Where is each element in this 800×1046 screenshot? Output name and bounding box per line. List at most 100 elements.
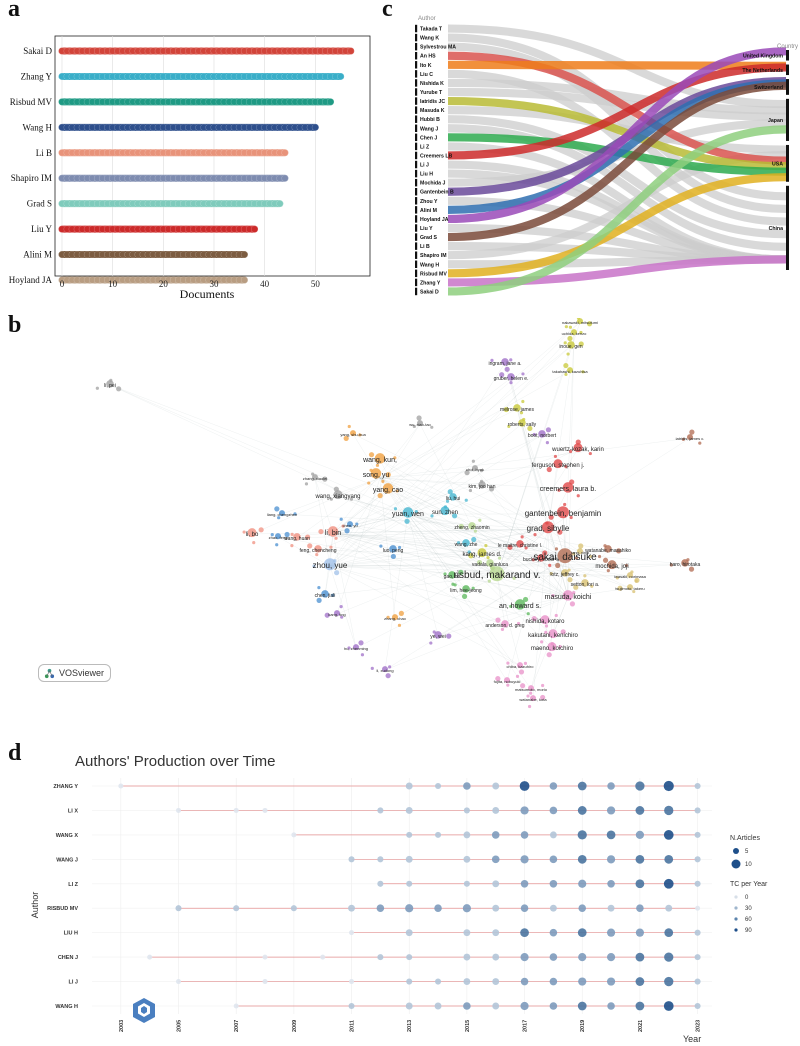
production-point — [463, 855, 471, 863]
production-point — [520, 904, 529, 913]
network-edge — [407, 423, 523, 515]
network-edge — [451, 557, 566, 577]
network-edge — [324, 575, 498, 596]
network-node-label: li, bo — [246, 532, 259, 538]
network-node — [545, 521, 549, 525]
network-edge — [407, 513, 532, 690]
legend-color-label-0: 0 — [745, 895, 749, 901]
network-node — [443, 572, 447, 576]
network-node — [581, 370, 585, 374]
production-point — [406, 880, 413, 887]
network-node — [334, 570, 340, 576]
production-point — [435, 782, 442, 790]
network-edge — [329, 565, 506, 626]
production-point — [694, 807, 701, 814]
production-point — [175, 905, 182, 912]
network-node — [542, 521, 554, 534]
network-node — [314, 545, 322, 553]
production-point — [463, 929, 471, 937]
sankey-author-node — [415, 70, 418, 78]
sankey-author-node — [415, 197, 418, 205]
network-node — [581, 579, 589, 587]
network-node — [507, 544, 513, 550]
network-node-label: nakawaki, mitsufumi — [562, 320, 598, 325]
sankey-country-label: China — [769, 226, 784, 232]
network-edge — [519, 596, 569, 607]
bar-risbud-mv — [58, 98, 335, 106]
network-node-label: tang, xinyi — [571, 550, 589, 555]
bar-grad-s — [58, 200, 284, 208]
network-node — [488, 486, 495, 492]
network-edge — [329, 553, 483, 567]
network-node — [501, 620, 509, 628]
network-edge — [547, 528, 553, 649]
network-node-label: haro, hirotaka — [670, 562, 701, 568]
vosviewer-badge: VOSviewer — [38, 664, 112, 682]
production-point — [377, 807, 384, 814]
network-node — [533, 533, 537, 537]
legend-size-title: N.Articles — [730, 835, 760, 842]
network-edge — [329, 563, 491, 567]
network-node — [553, 459, 563, 469]
sankey-country-label: The Netherlands — [742, 68, 783, 74]
network-node — [293, 533, 301, 541]
network-node — [538, 430, 546, 438]
network-edge — [379, 477, 446, 513]
production-point — [492, 880, 500, 888]
network-node — [561, 569, 569, 577]
bar-chart-frame — [54, 35, 371, 277]
production-x-axis-title: Year — [683, 1034, 701, 1044]
sankey-author-node — [415, 233, 418, 241]
network-node — [509, 381, 513, 385]
sankey-author-node — [415, 178, 418, 187]
network-edge — [407, 513, 542, 560]
sankey-author-node — [415, 287, 418, 296]
network-edge — [384, 513, 409, 671]
production-point — [492, 782, 500, 790]
network-node — [616, 548, 622, 554]
network-edge — [504, 362, 569, 598]
production-point — [635, 879, 645, 889]
network-node-label: yang, cao — [373, 487, 403, 494]
sankey-author-label: Li J — [420, 163, 429, 169]
network-node — [390, 553, 396, 560]
sankey-author-node — [415, 115, 418, 123]
network-node — [573, 584, 579, 590]
network-node-label: lim, hee-jeong — [450, 588, 482, 594]
network-edge — [332, 532, 521, 667]
network-edge — [296, 528, 549, 539]
network-node — [507, 373, 515, 381]
network-node-label: watanabe, masahiko — [585, 548, 631, 554]
network-edge — [332, 528, 549, 534]
network-node-label: wuertz-kozak, karin — [551, 447, 604, 453]
legend-color-marker-60 — [734, 917, 738, 921]
network-node — [316, 597, 322, 603]
sankey-flow-gray — [447, 78, 787, 115]
network-node — [333, 486, 339, 492]
network-node — [560, 629, 566, 635]
network-node — [321, 590, 329, 598]
network-node — [563, 341, 567, 345]
network-node-label: li, pei — [104, 383, 116, 389]
production-point — [492, 806, 500, 814]
network-node — [360, 653, 365, 657]
network-node-label: wu, xiao-tao — [409, 422, 431, 427]
sankey-author-node — [415, 260, 418, 268]
network-node — [698, 441, 702, 445]
network-node-label: anderson, d. greg — [485, 623, 524, 629]
bar-dot — [327, 98, 334, 106]
network-node — [284, 531, 290, 538]
network-node-label: nishida, kotaro — [525, 619, 565, 625]
production-point — [320, 954, 326, 960]
production-point — [435, 978, 442, 985]
network-node — [687, 434, 693, 441]
legend-color-label-90: 90 — [745, 928, 752, 934]
network-node — [458, 569, 464, 575]
network-node — [506, 661, 510, 665]
network-node — [495, 617, 501, 623]
network-edge — [314, 477, 334, 534]
sankey-author-node — [415, 251, 418, 259]
network-node-label: wang, xiangyang — [314, 494, 360, 500]
network-edge — [332, 532, 394, 551]
network-edge — [521, 423, 566, 559]
